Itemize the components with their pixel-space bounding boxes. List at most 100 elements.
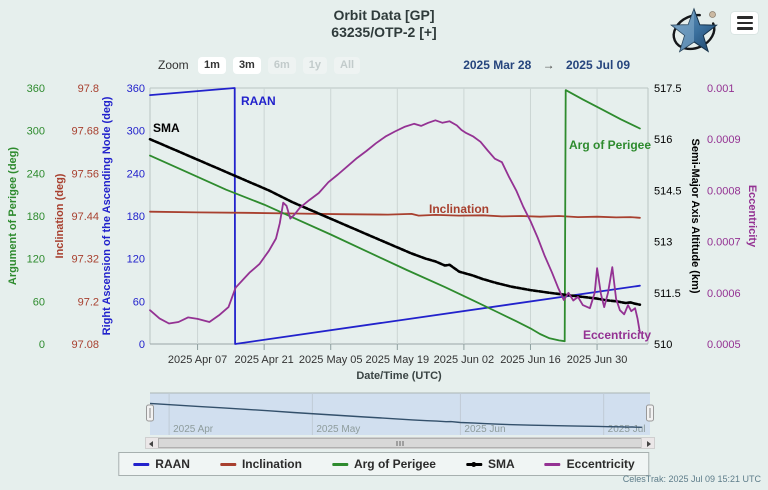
y-tick-label-arg_of_perigee: 300 [27, 126, 45, 138]
y-tick-label-arg_of_perigee: 240 [27, 168, 45, 180]
zoom-button-1m[interactable]: 1m [198, 56, 226, 74]
navigator-month-label: 2025 Jun [464, 424, 505, 435]
y-tick-label-raan: 180 [127, 211, 145, 223]
zoom-button-all: All [334, 56, 361, 74]
series-line-eccentricity [149, 119, 641, 334]
celestrak-logo[interactable] [666, 3, 724, 55]
legend-item-raan[interactable]: RAAN [133, 457, 190, 471]
y-tick-label-arg_of_perigee: 0 [39, 339, 45, 351]
navigator-month-label: 2025 Apr [173, 424, 214, 435]
y-tick-label-raan: 60 [133, 296, 145, 308]
scrollbar-right-arrow[interactable] [641, 438, 654, 448]
y-tick-label-inclination: 97.08 [71, 339, 99, 351]
scrollbar-thumb[interactable] [158, 438, 642, 448]
navigator-handle-left[interactable] [146, 404, 154, 422]
y-tick-label-eccentricity: 0.0005 [707, 339, 741, 351]
legend-label: SMA [487, 457, 515, 471]
zoom-button-3m[interactable]: 3m [232, 56, 261, 74]
legend-line-icon [544, 462, 561, 466]
date-to-input[interactable]: 2025 Jul 09 [565, 58, 630, 72]
y-tick-label-eccentricity: 0.0009 [707, 134, 741, 146]
navigator-month-label: 2025 May [316, 424, 360, 435]
x-tick-label: 2025 Apr 07 [168, 354, 227, 366]
x-tick-label: 2025 Apr 21 [234, 354, 293, 366]
legend-label: RAAN [155, 457, 190, 471]
chart-subtitle: 63235/OTP-2 [+] [331, 23, 437, 40]
series-label-arg-of-perigee: Arg of Perigee [569, 138, 651, 152]
page-title: Orbit Data [GP] 63235/OTP-2 [+] [0, 7, 768, 41]
legend-item-arg-of-perigee[interactable]: Arg of Perigee [331, 457, 436, 471]
x-tick-label: 2025 Jun 02 [434, 354, 495, 366]
y-tick-label-inclination: 97.2 [78, 296, 99, 308]
y-tick-label-raan: 120 [127, 254, 145, 266]
y-tick-label-sma: 510 [654, 339, 672, 351]
legend-item-inclination[interactable]: Inclination [219, 457, 302, 471]
menu-button[interactable] [731, 12, 758, 34]
y-tick-label-inclination: 97.8 [78, 83, 99, 95]
footer-credit: CelesTrak: 2025 Jul 09 15:21 UTC [622, 474, 761, 484]
chart-scrollbar[interactable] [145, 437, 655, 449]
y-tick-label-inclination: 97.32 [71, 254, 99, 266]
y-tick-label-sma: 511.5 [654, 288, 681, 300]
left-triangle-icon [149, 440, 153, 447]
legend-line-icon [133, 462, 150, 466]
y-tick-label-raan: 300 [127, 126, 145, 138]
y-tick-label-inclination: 97.68 [71, 126, 99, 138]
y-tick-label-eccentricity: 0.001 [707, 83, 735, 95]
navigator: 2025 Apr 2025 May 2025 Jun 2025 Jul [146, 392, 654, 435]
menu-icon [736, 16, 753, 19]
series-line-inclination [149, 210, 641, 219]
zoom-buttons: 1m 3m 6m 1y All [198, 56, 367, 74]
celestrak-star-icon [670, 7, 718, 53]
series-label-raan: RAAN [241, 94, 276, 108]
navigator-handle-right[interactable] [646, 404, 654, 422]
main-chart: 2025 Apr 07 2025 Apr 21 2025 May 05 2025 Ma… [7, 83, 758, 382]
x-tick-label: 2025 Jun 30 [567, 354, 628, 366]
zoom-label: Zoom [158, 58, 189, 72]
y-tick-label-eccentricity: 0.0008 [707, 185, 741, 197]
navigator-mask[interactable] [150, 393, 650, 435]
chart-title: Orbit Data [GP] [333, 7, 435, 23]
arrow-right-icon: → [542, 58, 555, 72]
range-selector: Zoom 1m 3m 6m 1y All [158, 56, 367, 76]
legend-line-icon [331, 462, 348, 466]
x-tick-label: 2025 May 05 [299, 354, 363, 366]
navigator-month-label: 2025 Jul [608, 424, 646, 435]
date-from-input[interactable]: 2025 Mar 28 [463, 58, 532, 72]
navigator-series-line [149, 402, 642, 428]
x-tick-label: 2025 Jun 16 [500, 354, 561, 366]
chart-legend: RAAN Inclination Arg of Perigee SMA Eccentri… [118, 452, 650, 476]
x-tick-label: 2025 May 19 [366, 354, 430, 366]
y-tick-label-sma: 517.5 [654, 83, 682, 95]
right-triangle-icon [647, 440, 651, 447]
y-tick-label-raan: 0 [139, 339, 145, 351]
y-tick-label-sma: 516 [654, 134, 672, 146]
axis-title-raan: Right Ascension of the Ascending Node (d… [101, 96, 113, 335]
satellite-dot-icon [709, 11, 716, 18]
y-tick-label-sma: 513 [654, 237, 672, 249]
series-line-raan [149, 87, 641, 345]
series-line-sma [148, 137, 642, 306]
zoom-button-1y: 1y [302, 56, 327, 74]
legend-item-sma[interactable]: SMA [465, 457, 515, 471]
y-tick-label-arg_of_perigee: 180 [27, 211, 45, 223]
legend-label: Arg of Perigee [353, 457, 436, 471]
y-tick-label-raan: 240 [127, 168, 145, 180]
x-axis-title: Date/Time (UTC) [356, 370, 442, 382]
y-tick-label-sma: 514.5 [654, 185, 682, 197]
axis-title-sma: Semi-Major Axis Altitude (km) [689, 138, 701, 293]
legend-item-eccentricity[interactable]: Eccentricity [544, 457, 635, 471]
date-range: 2025 Mar 28 → 2025 Jul 09 [463, 58, 630, 72]
y-tick-label-inclination: 97.44 [71, 211, 99, 223]
legend-line-icon [219, 462, 236, 466]
axis-title-inclination: Inclination (deg) [54, 173, 66, 258]
legend-label: Eccentricity [566, 457, 635, 471]
axis-title-arg-of-perigee: Argument of Perigee (deg) [7, 147, 19, 285]
y-tick-label-eccentricity: 0.0007 [707, 237, 741, 249]
series-label-inclination: Inclination [429, 202, 489, 216]
y-tick-label-raan: 360 [127, 83, 145, 95]
y-tick-label-arg_of_perigee: 60 [33, 296, 45, 308]
y-tick-label-arg_of_perigee: 360 [27, 83, 45, 95]
scrollbar-grip-icon [396, 441, 404, 446]
y-tick-label-eccentricity: 0.0006 [707, 288, 741, 300]
